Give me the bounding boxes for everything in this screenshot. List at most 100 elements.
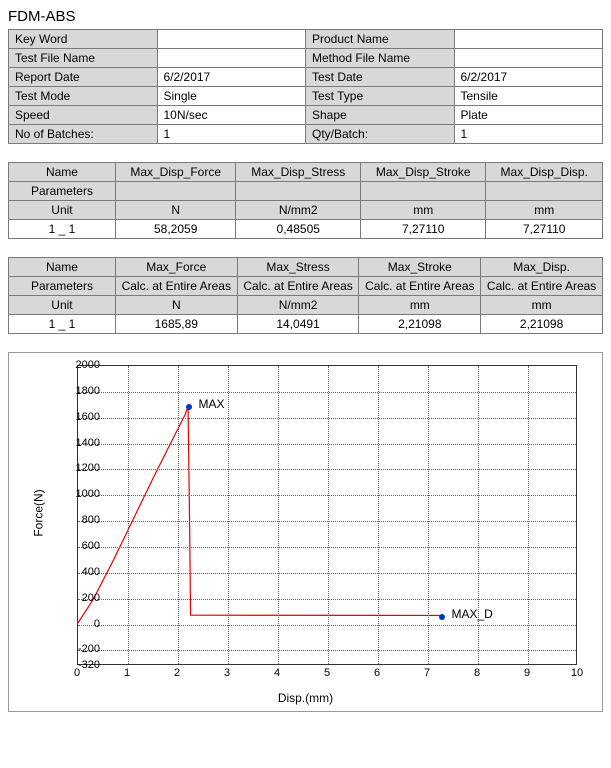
chart-x-label: Disp.(mm): [9, 691, 602, 705]
meta-label: Test Mode: [9, 87, 158, 106]
meta-label: No of Batches:: [9, 125, 158, 144]
chart-plot-area: MAX MAX_D: [77, 365, 577, 665]
meta-value: Tensile: [454, 87, 603, 106]
meta-value: [157, 49, 306, 68]
force-disp-chart: Force(N) Disp.(mm) MAX MAX_D 0 1 2 3 4 5 6 7 8 9 10…: [8, 352, 603, 712]
meta-label: Qty/Batch:: [306, 125, 455, 144]
param-col-param: Calc. at Entire Areas: [237, 277, 359, 296]
meta-value: 6/2/2017: [157, 68, 306, 87]
params-table-2: Name Max_Force Max_Stress Max_Stroke Max…: [8, 257, 603, 334]
meta-value: [157, 30, 306, 49]
param-col-unit: N: [115, 201, 236, 220]
metadata-table: Key Word Product Name Test File Name Method…: [8, 29, 603, 144]
chart-x-tick: 1: [124, 667, 130, 679]
chart-y-tick: 1600: [60, 411, 100, 423]
chart-x-tick: 9: [524, 667, 530, 679]
chart-y-tick: 400: [60, 566, 100, 578]
chart-x-tick: 5: [324, 667, 330, 679]
meta-value: [454, 30, 603, 49]
param-col-param: Calc. at Entire Areas: [481, 277, 603, 296]
meta-label: Report Date: [9, 68, 158, 87]
meta-label: Shape: [306, 106, 455, 125]
param-value: 0,48505: [236, 220, 361, 239]
param-value: 1685,89: [115, 315, 237, 334]
param-col-name: Max_Force: [115, 258, 237, 277]
document-title: FDM-ABS: [8, 8, 603, 25]
param-value: 14,0491: [237, 315, 359, 334]
param-col-param: [236, 182, 361, 201]
chart-marker-label: MAX: [199, 397, 225, 411]
chart-x-tick: 4: [274, 667, 280, 679]
chart-marker-label: MAX_D: [452, 607, 493, 621]
chart-y-tick: 0: [60, 618, 100, 630]
chart-y-tick: 2000: [60, 359, 100, 371]
param-row-id: 1 _ 1: [9, 220, 116, 239]
chart-y-label: Force(N): [32, 489, 46, 536]
param-rowhead-params: Parameters: [9, 277, 116, 296]
param-col-param: [486, 182, 603, 201]
param-col-unit: mm: [359, 296, 481, 315]
param-value: 7,27110: [361, 220, 486, 239]
meta-value: 6/2/2017: [454, 68, 603, 87]
param-col-unit: mm: [481, 296, 603, 315]
chart-y-tick: -320: [60, 659, 100, 671]
meta-label: Key Word: [9, 30, 158, 49]
meta-label: Method File Name: [306, 49, 455, 68]
meta-value: 1: [157, 125, 306, 144]
param-row-id: 1 _ 1: [9, 315, 116, 334]
param-col-unit: mm: [361, 201, 486, 220]
chart-x-tick: 3: [224, 667, 230, 679]
chart-y-tick: 1000: [60, 488, 100, 500]
param-col-name: Max_Disp_Stroke: [361, 163, 486, 182]
param-col-name: Max_Disp_Disp.: [486, 163, 603, 182]
param-col-param: Calc. at Entire Areas: [115, 277, 237, 296]
param-col-unit: N/mm2: [236, 201, 361, 220]
meta-value: Single: [157, 87, 306, 106]
meta-value: 10N/sec: [157, 106, 306, 125]
param-col-param: Calc. at Entire Areas: [359, 277, 481, 296]
param-col-name: Max_Disp_Force: [115, 163, 236, 182]
chart-y-tick: 1400: [60, 437, 100, 449]
meta-label: Speed: [9, 106, 158, 125]
chart-y-tick: 600: [60, 540, 100, 552]
param-col-unit: N: [115, 296, 237, 315]
meta-label: Test File Name: [9, 49, 158, 68]
params-table-1: Name Max_Disp_Force Max_Disp_Stress Max_…: [8, 162, 603, 239]
chart-x-tick: 6: [374, 667, 380, 679]
meta-label: Test Date: [306, 68, 455, 87]
chart-x-tick: 8: [474, 667, 480, 679]
param-col-name: Max_Disp_Stress: [236, 163, 361, 182]
chart-marker: [186, 404, 192, 410]
meta-label: Test Type: [306, 87, 455, 106]
param-col-unit: N/mm2: [237, 296, 359, 315]
chart-x-tick: 7: [424, 667, 430, 679]
chart-y-tick: -200: [60, 643, 100, 655]
chart-y-tick: 1200: [60, 462, 100, 474]
param-rowhead-params: Parameters: [9, 182, 116, 201]
meta-value: 1: [454, 125, 603, 144]
param-col-name: Max_Disp.: [481, 258, 603, 277]
param-value: 2,21098: [481, 315, 603, 334]
param-col-name: Max_Stress: [237, 258, 359, 277]
chart-x-tick: 2: [174, 667, 180, 679]
param-col-unit: mm: [486, 201, 603, 220]
meta-value: Plate: [454, 106, 603, 125]
param-rowhead-name: Name: [9, 163, 116, 182]
param-rowhead-unit: Unit: [9, 296, 116, 315]
param-col-param: [361, 182, 486, 201]
param-value: 2,21098: [359, 315, 481, 334]
param-rowhead-unit: Unit: [9, 201, 116, 220]
chart-line: [78, 366, 576, 664]
chart-y-tick: 800: [60, 514, 100, 526]
chart-x-tick: 10: [571, 667, 583, 679]
meta-value: [454, 49, 603, 68]
chart-y-tick: 1800: [60, 385, 100, 397]
meta-label: Product Name: [306, 30, 455, 49]
chart-y-tick: 200: [60, 592, 100, 604]
param-value: 58,2059: [115, 220, 236, 239]
param-col-name: Max_Stroke: [359, 258, 481, 277]
param-rowhead-name: Name: [9, 258, 116, 277]
chart-marker: [439, 614, 445, 620]
param-value: 7,27110: [486, 220, 603, 239]
param-col-param: [115, 182, 236, 201]
